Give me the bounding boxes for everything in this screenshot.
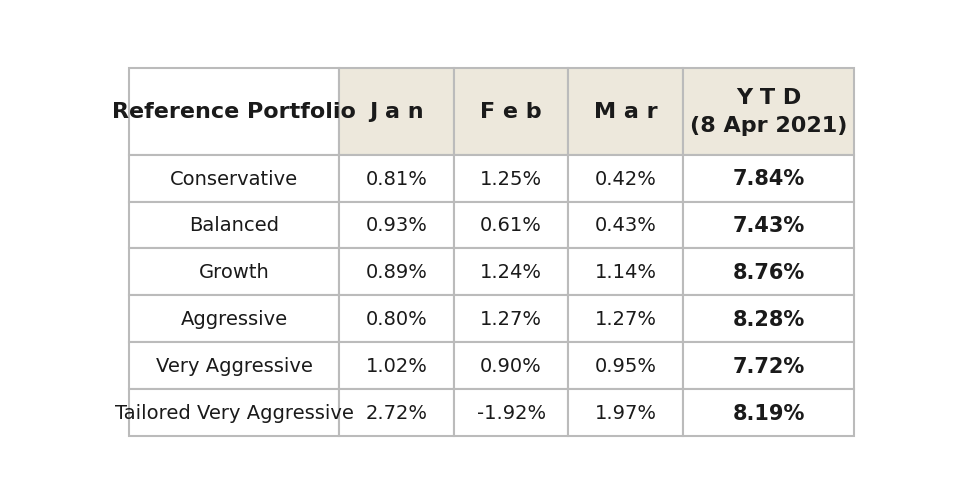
- Text: 1.02%: 1.02%: [365, 357, 428, 376]
- Text: J a n: J a n: [369, 102, 424, 122]
- Bar: [683, 343, 854, 389]
- Text: 1.14%: 1.14%: [595, 263, 657, 282]
- Bar: [339, 69, 454, 155]
- Bar: [339, 202, 454, 249]
- Text: 1.97%: 1.97%: [595, 403, 657, 422]
- Text: Tailored Very Aggressive: Tailored Very Aggressive: [114, 403, 354, 422]
- Text: Reference Portfolio: Reference Portfolio: [112, 102, 356, 122]
- Text: 1.24%: 1.24%: [480, 263, 542, 282]
- Bar: [683, 202, 854, 249]
- Text: M a r: M a r: [594, 102, 658, 122]
- Bar: [454, 249, 569, 296]
- Text: 0.42%: 0.42%: [595, 169, 657, 188]
- Bar: [569, 202, 683, 249]
- Bar: [339, 155, 454, 202]
- Text: 0.80%: 0.80%: [365, 310, 428, 329]
- Bar: [339, 296, 454, 343]
- Bar: [129, 155, 339, 202]
- Text: 0.90%: 0.90%: [480, 357, 542, 376]
- Bar: [569, 69, 683, 155]
- Bar: [129, 389, 339, 436]
- Text: 0.43%: 0.43%: [595, 216, 657, 235]
- Text: Aggressive: Aggressive: [180, 310, 288, 329]
- Text: 8.76%: 8.76%: [733, 263, 805, 283]
- Text: 0.93%: 0.93%: [365, 216, 428, 235]
- Bar: [683, 389, 854, 436]
- Bar: [454, 69, 569, 155]
- Text: F e b: F e b: [480, 102, 542, 122]
- Bar: [454, 155, 569, 202]
- Text: 8.28%: 8.28%: [733, 309, 805, 329]
- Text: 7.84%: 7.84%: [733, 169, 805, 189]
- Text: 7.43%: 7.43%: [733, 215, 805, 235]
- Bar: [683, 296, 854, 343]
- Text: 0.89%: 0.89%: [365, 263, 428, 282]
- Text: 0.95%: 0.95%: [595, 357, 657, 376]
- Bar: [569, 296, 683, 343]
- Bar: [129, 202, 339, 249]
- Bar: [454, 389, 569, 436]
- Bar: [454, 296, 569, 343]
- Bar: [569, 389, 683, 436]
- Bar: [569, 343, 683, 389]
- Bar: [569, 155, 683, 202]
- Text: Conservative: Conservative: [170, 169, 298, 188]
- Bar: [569, 249, 683, 296]
- Text: Y T D
(8 Apr 2021): Y T D (8 Apr 2021): [690, 88, 847, 136]
- Bar: [129, 343, 339, 389]
- Text: 1.27%: 1.27%: [595, 310, 657, 329]
- Text: 8.19%: 8.19%: [733, 403, 805, 423]
- Text: Very Aggressive: Very Aggressive: [155, 357, 313, 376]
- Bar: [683, 69, 854, 155]
- Text: 7.72%: 7.72%: [733, 356, 805, 376]
- Bar: [339, 343, 454, 389]
- Bar: [129, 249, 339, 296]
- Text: 0.61%: 0.61%: [480, 216, 542, 235]
- Text: 0.81%: 0.81%: [365, 169, 428, 188]
- Bar: [129, 296, 339, 343]
- Text: Growth: Growth: [199, 263, 269, 282]
- Bar: [454, 202, 569, 249]
- Text: 2.72%: 2.72%: [365, 403, 428, 422]
- Text: 1.27%: 1.27%: [480, 310, 542, 329]
- Bar: [683, 155, 854, 202]
- Text: -1.92%: -1.92%: [477, 403, 546, 422]
- Bar: [339, 389, 454, 436]
- Bar: [683, 249, 854, 296]
- Text: Balanced: Balanced: [189, 216, 279, 235]
- Text: 1.25%: 1.25%: [480, 169, 542, 188]
- Bar: [129, 69, 339, 155]
- Bar: [454, 343, 569, 389]
- Bar: [339, 249, 454, 296]
